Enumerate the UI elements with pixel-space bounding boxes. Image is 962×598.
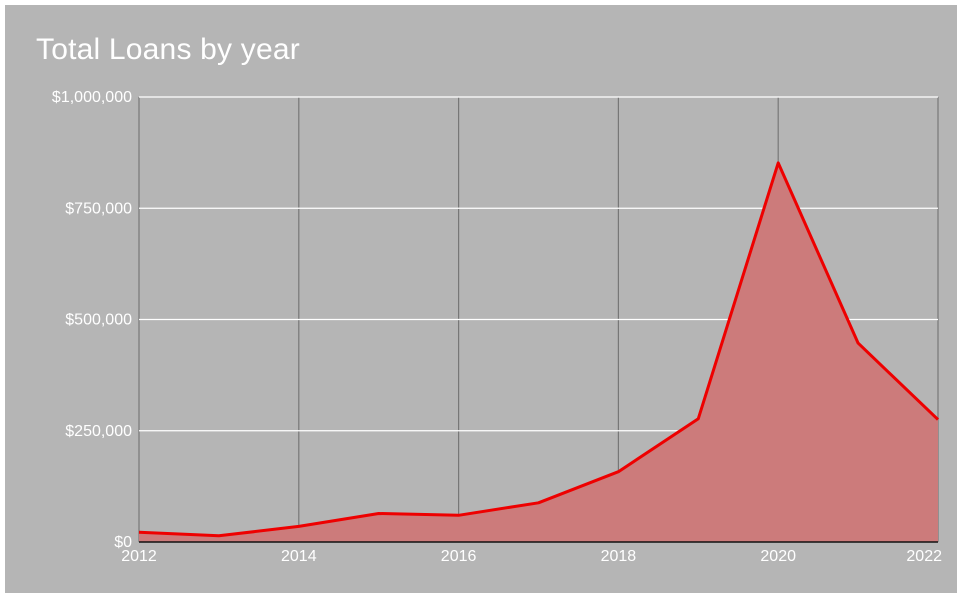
y-tick-label: $500,000 xyxy=(65,312,132,329)
chart-card: Total Loans by year $0 $250,000 $500,000 $7… xyxy=(5,5,957,593)
x-tick-labels: 2012 2014 2016 2018 2020 2022 xyxy=(121,548,942,565)
x-tick-label: 2014 xyxy=(281,548,317,565)
x-tick-label: 2022 xyxy=(906,548,942,565)
area-fill xyxy=(139,162,938,542)
y-tick-label: $1,000,000 xyxy=(52,89,132,106)
area-chart: $0 $250,000 $500,000 $750,000 $1,000,000 201… xyxy=(52,89,942,565)
x-tick-label: 2012 xyxy=(121,548,157,565)
series-line xyxy=(138,161,940,538)
x-tick-label: 2018 xyxy=(601,548,637,565)
y-tick-label: $750,000 xyxy=(65,200,132,217)
y-tick-labels: $0 $250,000 $500,000 $750,000 $1,000,000 xyxy=(52,89,132,551)
y-tick-label: $250,000 xyxy=(65,423,132,440)
x-tick-label: 2016 xyxy=(441,548,477,565)
chart-title: Total Loans by year xyxy=(36,33,300,66)
x-tick-label: 2020 xyxy=(760,548,796,565)
y-tick-label: $0 xyxy=(114,534,132,551)
